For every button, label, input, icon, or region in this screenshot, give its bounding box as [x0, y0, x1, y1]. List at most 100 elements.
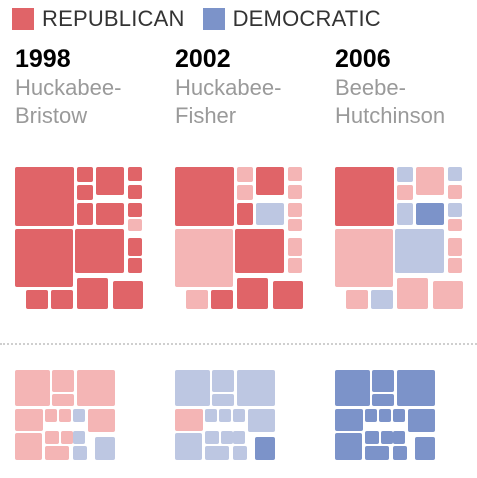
- race-label-line1: Huckabee-: [15, 75, 122, 100]
- treemap-cell-lean-rep: [288, 258, 302, 273]
- treemap-cell-strong-dem: [365, 431, 379, 444]
- treemap-panel-2006-subset: [335, 370, 435, 460]
- treemap-cell-strong-rep: [256, 167, 284, 195]
- treemap-cell-strong-rep: [128, 167, 142, 181]
- treemap-cell-lean-dem: [212, 370, 234, 392]
- treemap-cell-lean-rep: [175, 409, 203, 431]
- treemap-cell-lean-dem: [205, 446, 229, 460]
- legend-item-democratic: DEMOCRATIC: [202, 6, 381, 32]
- treemap-cell-strong-dem: [255, 437, 275, 460]
- treemap-cell-strong-rep: [96, 203, 124, 225]
- treemap-cell-strong-rep: [77, 167, 93, 182]
- treemap-panel-2002-statewide: [175, 167, 303, 309]
- treemap-cell-lean-dem: [448, 203, 462, 217]
- treemap-cell-lean-rep: [175, 229, 233, 287]
- treemap-panel-1998-subset: [15, 370, 115, 460]
- treemap-cell-strong-dem: [415, 437, 435, 460]
- treemap-cell-lean-rep: [448, 238, 462, 256]
- treemap-cell-strong-rep: [175, 167, 234, 226]
- treemap-cell-lean-rep: [237, 185, 253, 200]
- treemap-cell-strong-rep: [128, 238, 142, 256]
- treemap-cell-lean-rep: [288, 238, 302, 256]
- treemap-cell-strong-rep: [77, 203, 93, 225]
- treemap-cell-lean-rep: [88, 409, 115, 432]
- treemap-cell-strong-dem: [393, 409, 405, 422]
- treemap-cell-lean-rep: [45, 409, 57, 422]
- treemap-cell-strong-dem: [381, 431, 393, 444]
- treemap-cell-lean-rep: [77, 370, 115, 406]
- treemap-cell-lean-rep: [15, 409, 43, 431]
- treemap-cell-lean-rep: [346, 290, 368, 309]
- legend-item-republican: REPUBLICAN: [12, 6, 185, 32]
- treemap-cell-lean-rep: [15, 370, 50, 406]
- treemap-cell-lean-dem: [397, 203, 413, 225]
- treemap-cell-lean-rep: [448, 185, 462, 199]
- treemap-cell-lean-rep: [397, 278, 428, 309]
- treemap-cell-lean-rep: [45, 431, 59, 444]
- treemap-cell-strong-rep: [51, 290, 73, 309]
- treemap-cell-strong-rep: [96, 167, 124, 195]
- treemap-cell-strong-dem: [335, 370, 370, 406]
- treemap-cell-lean-dem: [95, 437, 115, 460]
- treemap-cell-strong-rep: [237, 203, 253, 225]
- race-label-line2: Hutchinson: [335, 103, 446, 128]
- treemap-cell-strong-rep: [235, 229, 284, 273]
- treemap-cell-lean-rep: [288, 203, 302, 217]
- treemap-cell-strong-dem: [408, 409, 435, 432]
- treemap-cell-strong-dem: [335, 433, 362, 460]
- section-divider: [0, 343, 477, 345]
- treemap-cell-lean-dem: [175, 433, 202, 460]
- column-header-1998: 1998 Huckabee- Bristow: [15, 44, 165, 130]
- treemap-cell-strong-dem: [379, 409, 391, 422]
- treemap-cell-lean-rep: [335, 229, 393, 287]
- treemap-panel-2006-statewide: [335, 167, 463, 309]
- treemap-cell-lean-rep: [237, 167, 253, 182]
- treemap-cell-lean-rep: [288, 167, 302, 181]
- treemap-cell-lean-rep: [61, 431, 73, 444]
- treemap-cell-lean-dem: [221, 431, 233, 444]
- treemap-cell-lean-rep: [15, 433, 42, 460]
- year-label: 2002: [175, 45, 231, 73]
- treemap-cell-lean-dem: [205, 409, 217, 422]
- treemap-cell-lean-dem: [448, 167, 462, 181]
- treemap-cell-lean-rep: [433, 281, 463, 309]
- treemap-cell-lean-rep: [288, 219, 302, 231]
- race-label-line1: Beebe-: [335, 75, 406, 100]
- treemap-cell-lean-rep: [59, 409, 71, 422]
- treemap-cell-lean-dem: [212, 394, 234, 406]
- democratic-label: DEMOCRATIC: [232, 6, 381, 31]
- treemap-cell-lean-rep: [52, 370, 74, 392]
- treemap-cell-lean-dem: [248, 409, 275, 432]
- treemap-cell-lean-dem: [256, 203, 284, 225]
- treemap-cell-strong-dem: [372, 394, 394, 406]
- treemap-cell-strong-rep: [77, 278, 108, 309]
- treemap-cell-lean-rep: [128, 219, 142, 231]
- treemap-cell-strong-rep: [77, 185, 93, 200]
- treemap-cell-strong-rep: [128, 258, 142, 273]
- treemap-cell-lean-dem: [371, 290, 393, 309]
- treemap-panel-2002-subset: [175, 370, 275, 460]
- year-label: 1998: [15, 45, 71, 73]
- republican-swatch: [12, 8, 34, 30]
- treemap-cell-lean-rep: [45, 446, 69, 460]
- treemap-cell-strong-dem: [416, 203, 444, 225]
- treemap-cell-strong-dem: [365, 409, 377, 422]
- race-label-line1: Huckabee-: [175, 75, 282, 100]
- treemap-cell-lean-dem: [233, 446, 247, 460]
- treemap-cell-lean-dem: [73, 431, 85, 444]
- treemap-cell-lean-dem: [205, 431, 219, 444]
- treemap-cell-strong-dem: [335, 409, 363, 431]
- treemap-cell-strong-rep: [75, 229, 124, 273]
- treemap-cell-lean-rep: [186, 290, 208, 309]
- republican-label: REPUBLICAN: [42, 6, 185, 31]
- treemap-cell-lean-rep: [397, 185, 413, 200]
- treemap-cell-strong-rep: [128, 185, 142, 199]
- treemap-cell-strong-rep: [15, 167, 74, 226]
- year-label: 2006: [335, 45, 391, 73]
- treemap-cell-lean-dem: [233, 409, 245, 422]
- race-label-line2: Fisher: [175, 103, 237, 128]
- treemap-cell-strong-rep: [237, 278, 268, 309]
- treemap-cell-lean-rep: [288, 185, 302, 199]
- treemap-cell-lean-dem: [237, 370, 275, 406]
